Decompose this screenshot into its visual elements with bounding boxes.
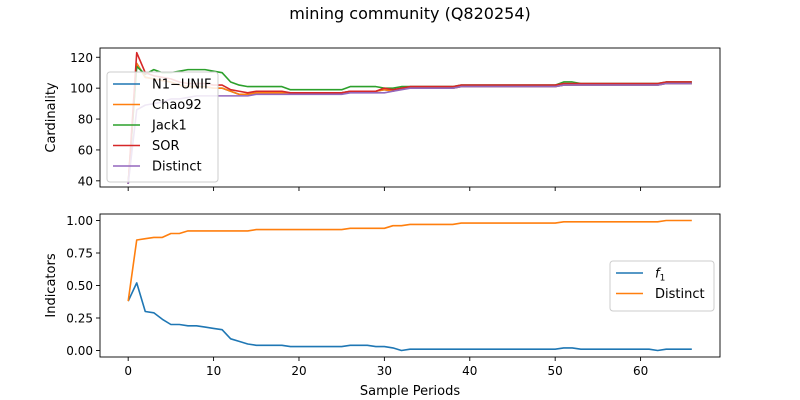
y-axis-label: Indicators	[44, 253, 59, 317]
y-tick-label: 1.00	[66, 214, 93, 228]
figure-title: mining community (Q820254)	[289, 4, 530, 23]
x-tick-label: 10	[206, 364, 221, 378]
y-tick-label: 0.50	[66, 279, 93, 293]
legend-box	[609, 260, 715, 312]
legend: N1−UNIF Chao92 Jack1 SOR Distinct	[106, 71, 219, 183]
legend-label: Jack1	[151, 119, 187, 134]
x-axis-label: Sample Periods	[360, 384, 460, 399]
series-line-distinct	[127, 219, 692, 302]
series-line-jack1	[127, 65, 692, 184]
top-axes: 40 60 80 100 120 Cardinality N1−UNIF Chao92 Jack…	[44, 47, 721, 191]
legend-box	[106, 71, 219, 183]
legend-label: Chao92	[152, 98, 202, 113]
legend-label: N1−UNIF	[152, 78, 211, 93]
x-tick-label: 20	[291, 364, 306, 378]
x-tick-label: 50	[548, 364, 563, 378]
bottom-axes: 0 10 20 30 40 50 60 0.00 0.25 0.50 0.75 1.00 Indicat…	[44, 213, 721, 399]
y-tick-label: 0.00	[66, 344, 93, 358]
legend-label: SOR	[152, 139, 180, 154]
x-tick-label: 40	[462, 364, 477, 378]
x-tick-label: 0	[124, 364, 132, 378]
x-tick-label: 30	[377, 364, 392, 378]
axes-frame	[99, 47, 721, 188]
y-tick-label: 60	[78, 143, 93, 157]
legend-label: Distinct	[655, 287, 705, 302]
y-axis-label: Cardinality	[44, 82, 59, 153]
legend-label: f1	[655, 267, 665, 284]
y-tick-label: 0.25	[66, 312, 93, 326]
y-tick-label: 80	[78, 113, 93, 127]
legend-label: Distinct	[152, 160, 202, 175]
y-tick-label: 40	[78, 174, 93, 188]
y-tick-label: 100	[70, 82, 93, 96]
y-tick-label: 0.75	[66, 247, 93, 261]
y-tick-label: 120	[70, 51, 93, 65]
legend: f1 Distinct	[609, 260, 715, 312]
series-line-f1	[127, 282, 692, 352]
x-tick-label: 60	[633, 364, 648, 378]
